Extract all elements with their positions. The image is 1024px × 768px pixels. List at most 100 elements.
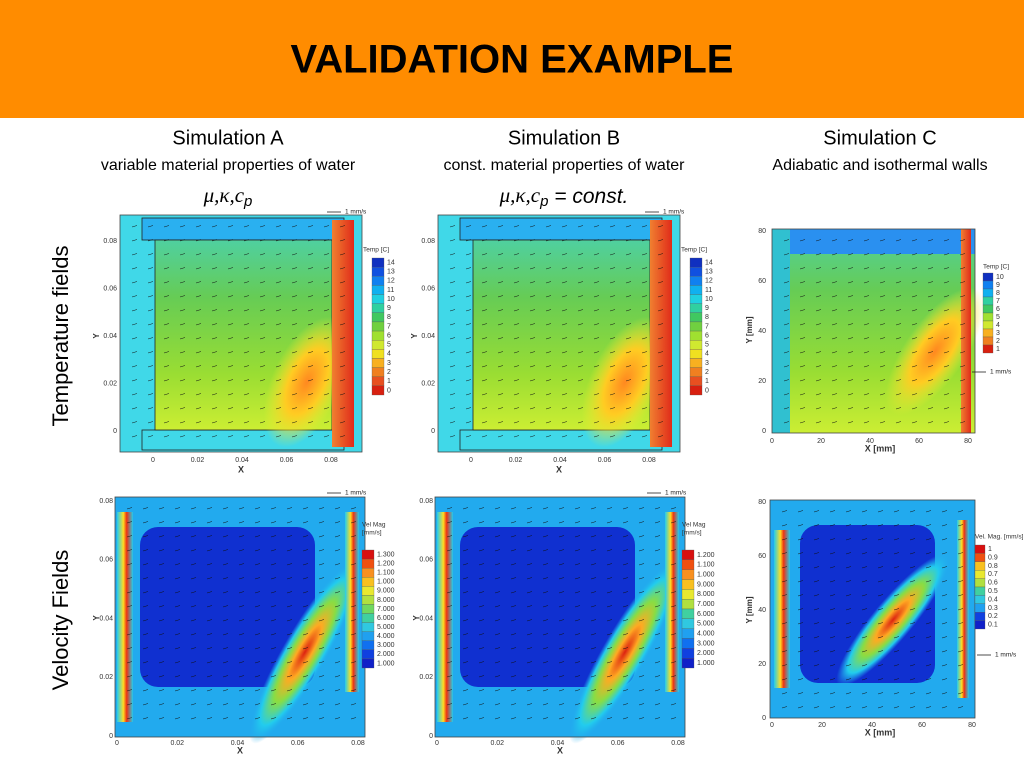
vector: [813, 636, 820, 639]
vector: [943, 393, 950, 396]
vector: [925, 580, 932, 583]
vector: [863, 365, 870, 368]
row-label: Temperature fields: [48, 246, 73, 427]
formula: μ,κ,cp: [203, 183, 253, 210]
vector: [574, 605, 581, 608]
legend-label: 1.000: [377, 660, 395, 667]
vector: [446, 703, 453, 706]
legend-label: 8.000: [697, 591, 715, 598]
vector: [529, 421, 536, 424]
vector: [799, 309, 806, 312]
vector: [323, 267, 330, 270]
vector: [307, 253, 314, 256]
vector: [797, 678, 804, 681]
vector: [895, 295, 902, 298]
vector: [622, 633, 629, 636]
legend-swatch: [689, 367, 703, 377]
vector: [606, 549, 613, 552]
vector: [339, 253, 346, 256]
vector: [638, 689, 645, 692]
vector: [574, 535, 581, 538]
vector: [275, 323, 282, 326]
vector: [238, 675, 245, 678]
vector: [497, 365, 504, 368]
vector: [895, 393, 902, 396]
vector: [270, 521, 277, 524]
vector: [270, 619, 277, 622]
vector: [174, 549, 181, 552]
vector: [909, 650, 916, 653]
vector: [895, 239, 902, 242]
vector: [510, 563, 517, 566]
vector: [446, 661, 453, 664]
vector: [574, 633, 581, 636]
legend-label: 5: [705, 342, 709, 349]
vector: [462, 549, 469, 552]
vector: [657, 295, 664, 298]
vector: [179, 435, 186, 438]
vector: [131, 239, 138, 242]
y-axis-label: Y [mm]: [745, 596, 754, 623]
vector: [943, 351, 950, 354]
vector: [163, 421, 170, 424]
vector: [190, 577, 197, 580]
vector: [593, 365, 600, 368]
vector: [845, 580, 852, 583]
vector: [911, 239, 918, 242]
vector: [625, 267, 632, 270]
vector: [847, 365, 854, 368]
vector: [625, 421, 632, 424]
vector: [323, 309, 330, 312]
vector: [590, 521, 597, 524]
vector: [481, 323, 488, 326]
vector: [238, 535, 245, 538]
vector: [238, 549, 245, 552]
y-tick-label: 0.06: [421, 285, 435, 292]
vector: [462, 647, 469, 650]
vector: [350, 521, 357, 524]
vector: [446, 647, 453, 650]
vector: [302, 591, 309, 594]
vector: [206, 507, 213, 510]
vector: [478, 633, 485, 636]
vector: [657, 267, 664, 270]
vector: [323, 407, 330, 410]
vector: [797, 580, 804, 583]
vector: [302, 661, 309, 664]
vector: [911, 253, 918, 256]
x-tick-label: 0.02: [191, 457, 205, 464]
vector: [654, 647, 661, 650]
vector: [350, 703, 357, 706]
scale-label: 1 mm/s: [990, 369, 1012, 376]
vector: [174, 703, 181, 706]
vector: [593, 435, 600, 438]
vector: [286, 577, 293, 580]
vector: [558, 605, 565, 608]
vector: [291, 309, 298, 312]
vector: [126, 507, 133, 510]
vector: [190, 591, 197, 594]
y-tick-label: 0.02: [99, 674, 113, 681]
vector: [558, 549, 565, 552]
vector: [959, 309, 966, 312]
x-tick-label: 40: [868, 722, 876, 729]
vector: [142, 619, 149, 622]
vector: [339, 295, 346, 298]
field-core: [800, 525, 935, 683]
legend-label: 13: [387, 269, 395, 276]
vector: [638, 563, 645, 566]
vector: [126, 591, 133, 594]
vector: [879, 393, 886, 396]
legend-label: 11: [705, 287, 712, 294]
legend-swatch: [689, 385, 703, 396]
vector: [879, 323, 886, 326]
vector: [286, 605, 293, 608]
vector: [654, 619, 661, 622]
vector: [542, 717, 549, 720]
vector: [845, 636, 852, 639]
legend-swatch: [982, 336, 994, 346]
vector: [195, 421, 202, 424]
vector: [797, 510, 804, 513]
vector: [254, 689, 261, 692]
vector: [625, 239, 632, 242]
